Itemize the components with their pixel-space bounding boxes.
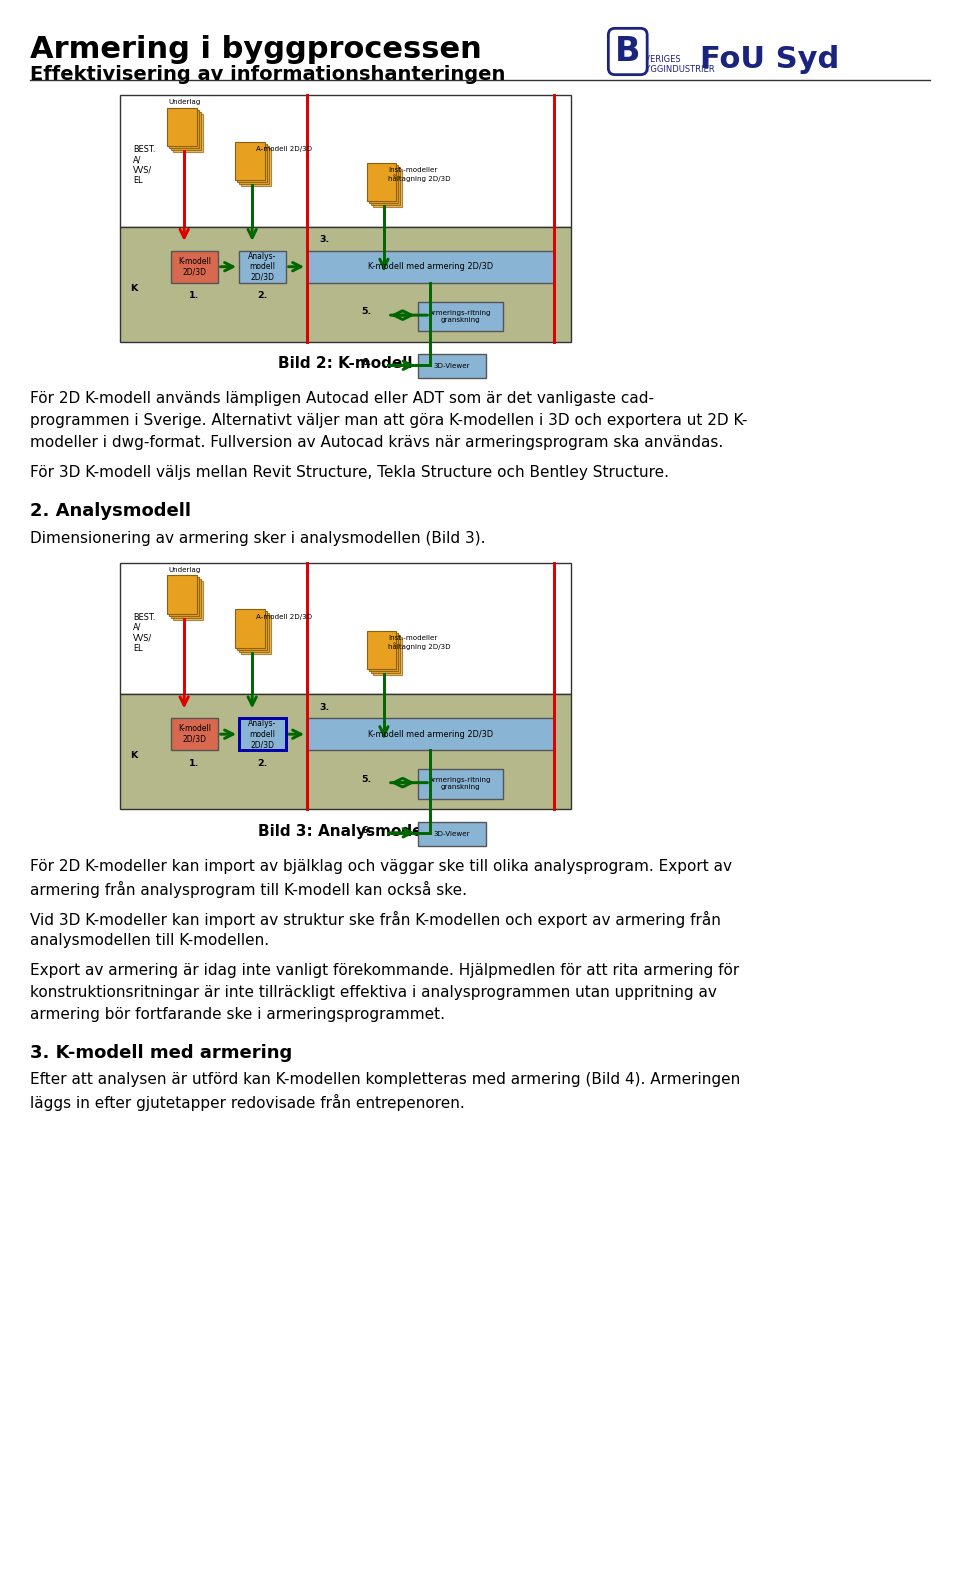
FancyBboxPatch shape — [237, 612, 267, 649]
Text: Efter att analysen är utförd kan K-modellen kompletteras med armering (Bild 4). : Efter att analysen är utförd kan K-model… — [30, 1072, 740, 1086]
Text: B: B — [615, 35, 640, 68]
Text: K-modell
2D/3D: K-modell 2D/3D — [178, 256, 211, 277]
Text: 3.: 3. — [319, 234, 329, 244]
FancyBboxPatch shape — [369, 165, 398, 203]
FancyBboxPatch shape — [239, 718, 286, 750]
FancyBboxPatch shape — [171, 718, 218, 750]
FancyBboxPatch shape — [367, 630, 396, 668]
Text: Analys-
modell
2D/3D: Analys- modell 2D/3D — [249, 720, 276, 750]
Text: 1.: 1. — [189, 291, 200, 300]
Text: 1.: 1. — [189, 759, 200, 767]
FancyBboxPatch shape — [239, 146, 269, 184]
Text: modeller i dwg-format. Fullversion av Autocad krävs när armeringsprogram ska anv: modeller i dwg-format. Fullversion av Au… — [30, 435, 723, 451]
FancyBboxPatch shape — [169, 577, 199, 616]
Text: analysmodellen till K-modellen.: analysmodellen till K-modellen. — [30, 934, 269, 948]
Text: programmen i Sverige. Alternativt väljer man att göra K-modellen i 3D och export: programmen i Sverige. Alternativt väljer… — [30, 413, 748, 429]
Text: Armering i byggprocessen: Armering i byggprocessen — [30, 35, 482, 64]
Text: armering från analysprogram till K-modell kan också ske.: armering från analysprogram till K-model… — [30, 880, 467, 898]
Text: 2.: 2. — [257, 759, 268, 767]
Text: 3D-Viewer: 3D-Viewer — [433, 363, 469, 369]
Text: läggs in efter gjutetapper redovisade från entrepenoren.: läggs in efter gjutetapper redovisade fr… — [30, 1094, 465, 1111]
FancyBboxPatch shape — [120, 695, 570, 810]
Text: FoU Syd: FoU Syd — [700, 46, 839, 74]
Text: 2. Analysmodell: 2. Analysmodell — [30, 503, 191, 520]
FancyBboxPatch shape — [307, 250, 554, 283]
Text: För 2D K-modeller kan import av bjälklag och väggar ske till olika analysprogram: För 2D K-modeller kan import av bjälklag… — [30, 858, 732, 874]
FancyBboxPatch shape — [171, 112, 201, 149]
Text: armering bör fortfarande ske i armeringsprogrammet.: armering bör fortfarande ske i armerings… — [30, 1008, 445, 1022]
FancyBboxPatch shape — [371, 635, 400, 673]
Text: konstruktionsritningar är inte tillräckligt effektiva i analysprogrammen utan up: konstruktionsritningar är inte tillräckl… — [30, 986, 717, 1000]
Text: A-modell 2D/3D: A-modell 2D/3D — [256, 146, 313, 152]
Text: Effektivisering av informationshanteringen: Effektivisering av informationshantering… — [30, 64, 505, 83]
FancyBboxPatch shape — [239, 250, 286, 283]
Text: För 3D K-modell väljs mellan Revit Structure, Tekla Structure och Bentley Struct: För 3D K-modell väljs mellan Revit Struc… — [30, 465, 669, 481]
Text: K-modell med armering 2D/3D: K-modell med armering 2D/3D — [368, 263, 492, 272]
Text: 2.: 2. — [257, 291, 268, 300]
FancyBboxPatch shape — [173, 582, 203, 619]
FancyBboxPatch shape — [241, 615, 271, 654]
FancyBboxPatch shape — [369, 632, 398, 671]
FancyBboxPatch shape — [372, 637, 402, 674]
FancyBboxPatch shape — [167, 575, 197, 613]
FancyBboxPatch shape — [171, 578, 201, 618]
Text: A-modell 2D/3D: A-modell 2D/3D — [256, 613, 313, 619]
FancyBboxPatch shape — [418, 822, 486, 846]
Text: BEST.
A/
VVS/
EL: BEST. A/ VVS/ EL — [132, 145, 156, 185]
Text: Analys-
modell
2D/3D: Analys- modell 2D/3D — [249, 252, 276, 281]
Text: K-modell med armering 2D/3D: K-modell med armering 2D/3D — [368, 729, 492, 739]
FancyBboxPatch shape — [241, 148, 271, 185]
FancyBboxPatch shape — [371, 167, 400, 206]
Text: K: K — [131, 285, 137, 292]
Text: BEST.
A/
VVS/
EL: BEST. A/ VVS/ EL — [132, 613, 156, 652]
Text: 3D-Viewer: 3D-Viewer — [433, 830, 469, 836]
FancyBboxPatch shape — [418, 354, 486, 377]
FancyBboxPatch shape — [120, 226, 570, 341]
Text: 3.: 3. — [319, 703, 329, 712]
Text: Inst.-modeller
håltagning 2D/3D: Inst.-modeller håltagning 2D/3D — [388, 167, 451, 182]
Text: Export av armering är idag inte vanligt förekommande. Hjälpmedlen för att rita a: Export av armering är idag inte vanligt … — [30, 964, 739, 978]
Text: Bild 3: Analysmodell: Bild 3: Analysmodell — [258, 824, 433, 839]
Text: 5.: 5. — [361, 307, 372, 316]
Text: 3. K-modell med armering: 3. K-modell med armering — [30, 1044, 292, 1063]
Text: Underlag: Underlag — [168, 99, 201, 105]
FancyBboxPatch shape — [418, 302, 502, 332]
FancyBboxPatch shape — [307, 718, 554, 750]
FancyBboxPatch shape — [418, 769, 502, 799]
Text: Bild 2: K-modell: Bild 2: K-modell — [278, 357, 413, 371]
Text: 5.: 5. — [361, 775, 372, 784]
FancyBboxPatch shape — [169, 110, 199, 148]
FancyBboxPatch shape — [237, 143, 267, 182]
FancyBboxPatch shape — [367, 163, 396, 201]
FancyBboxPatch shape — [235, 610, 265, 648]
Text: 6.: 6. — [361, 358, 372, 368]
FancyBboxPatch shape — [235, 141, 265, 181]
FancyBboxPatch shape — [239, 613, 269, 651]
FancyBboxPatch shape — [120, 94, 570, 226]
Text: K: K — [131, 751, 137, 761]
FancyBboxPatch shape — [167, 108, 197, 146]
Text: Armerings-ritning
granskning: Armerings-ritning granskning — [429, 310, 492, 322]
Text: Inst.-modeller
håltagning 2D/3D: Inst.-modeller håltagning 2D/3D — [388, 635, 451, 649]
Text: 6.: 6. — [361, 825, 372, 835]
Text: Dimensionering av armering sker i analysmodellen (Bild 3).: Dimensionering av armering sker i analys… — [30, 530, 486, 545]
Text: Vid 3D K-modeller kan import av struktur ske från K-modellen och export av armer: Vid 3D K-modeller kan import av struktur… — [30, 912, 721, 927]
Text: För 2D K-modell används lämpligen Autocad eller ADT som är det vanligaste cad-: För 2D K-modell används lämpligen Autoca… — [30, 391, 654, 407]
Text: K-modell
2D/3D: K-modell 2D/3D — [178, 725, 211, 744]
Text: Armerings-ritning
granskning: Armerings-ritning granskning — [429, 778, 492, 791]
FancyBboxPatch shape — [120, 563, 570, 695]
Text: Underlag: Underlag — [168, 566, 201, 572]
FancyBboxPatch shape — [372, 170, 402, 208]
Text: SVERIGES
BYGGINDUSTRIER: SVERIGES BYGGINDUSTRIER — [640, 55, 714, 74]
FancyBboxPatch shape — [171, 250, 218, 283]
FancyBboxPatch shape — [173, 113, 203, 152]
